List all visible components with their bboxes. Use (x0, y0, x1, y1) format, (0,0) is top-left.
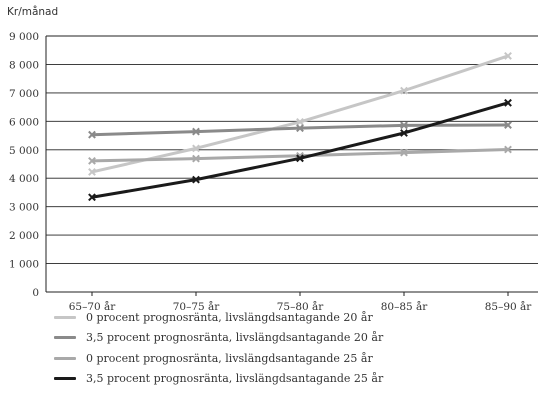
gridlines (46, 35, 538, 265)
series-layer (88, 52, 512, 202)
series-line (88, 121, 512, 139)
data-point (504, 121, 512, 129)
legend-item: 0 procent prognosränta, livslängdsantaga… (54, 307, 383, 328)
data-point (400, 148, 408, 157)
y-tick-label: 4 000 (9, 173, 39, 185)
x-tick-label: 85–90 år (485, 300, 533, 313)
data-point (400, 86, 408, 95)
y-tick-label: 9 000 (9, 31, 39, 43)
y-tick-label: 0 (32, 287, 39, 299)
legend-label: 3,5 procent prognosränta, livslängdsanta… (86, 372, 384, 386)
data-point (296, 154, 304, 163)
x-tick-label: 65–70 år (69, 300, 117, 313)
y-tick-label: 7 000 (9, 88, 39, 100)
series-line (88, 52, 512, 176)
data-point (504, 52, 512, 60)
data-point (192, 127, 200, 136)
legend: 0 procent prognosränta, livslängdsantaga… (54, 307, 383, 389)
y-tick-label: 8 000 (9, 59, 39, 71)
data-point (88, 156, 96, 165)
data-point (400, 121, 408, 130)
y-tick-label: 1 000 (9, 259, 39, 271)
legend-item: 0 procent prognosränta, livslängdsantaga… (54, 348, 383, 369)
legend-item: 3,5 procent prognosränta, livslängdsanta… (54, 328, 383, 349)
y-axis-unit-label: Kr/månad (7, 6, 59, 18)
legend-label: 0 procent prognosränta, livslängdsantaga… (86, 310, 373, 324)
legend-item: 3,5 procent prognosränta, livslängdsanta… (54, 369, 383, 390)
series-line (88, 98, 512, 202)
legend-label: 3,5 procent prognosränta, livslängdsanta… (86, 331, 384, 345)
data-point (504, 145, 512, 154)
tick-labels: 0 1 000 2 000 3 000 4 000 5 000 6 000 7 000 8 00… (9, 31, 532, 313)
y-tick-label: 2 000 (9, 230, 39, 242)
axes (45, 36, 538, 296)
data-point (88, 130, 96, 139)
legend-swatch (54, 315, 76, 319)
data-point (192, 144, 200, 153)
legend-label: 0 procent prognosränta, livslängdsantaga… (86, 351, 373, 365)
series-path (91, 123, 509, 137)
data-point (88, 168, 96, 176)
y-tick-label: 3 000 (9, 202, 39, 214)
data-point (88, 193, 96, 202)
legend-swatch (54, 377, 76, 381)
data-point (400, 129, 408, 137)
legend-swatch (54, 336, 76, 340)
x-tick-label: 75–80 år (277, 300, 325, 313)
x-tick-label: 80–85 år (381, 300, 429, 313)
series-line (88, 145, 512, 165)
y-tick-label: 6 000 (9, 116, 39, 128)
data-point (192, 154, 200, 163)
y-tick-label: 5 000 (9, 145, 39, 157)
data-point (296, 124, 304, 133)
data-point (192, 175, 200, 184)
data-point (504, 98, 512, 107)
legend-swatch (54, 356, 76, 360)
data-point (296, 117, 304, 126)
x-tick-label: 70–75 år (173, 300, 221, 313)
